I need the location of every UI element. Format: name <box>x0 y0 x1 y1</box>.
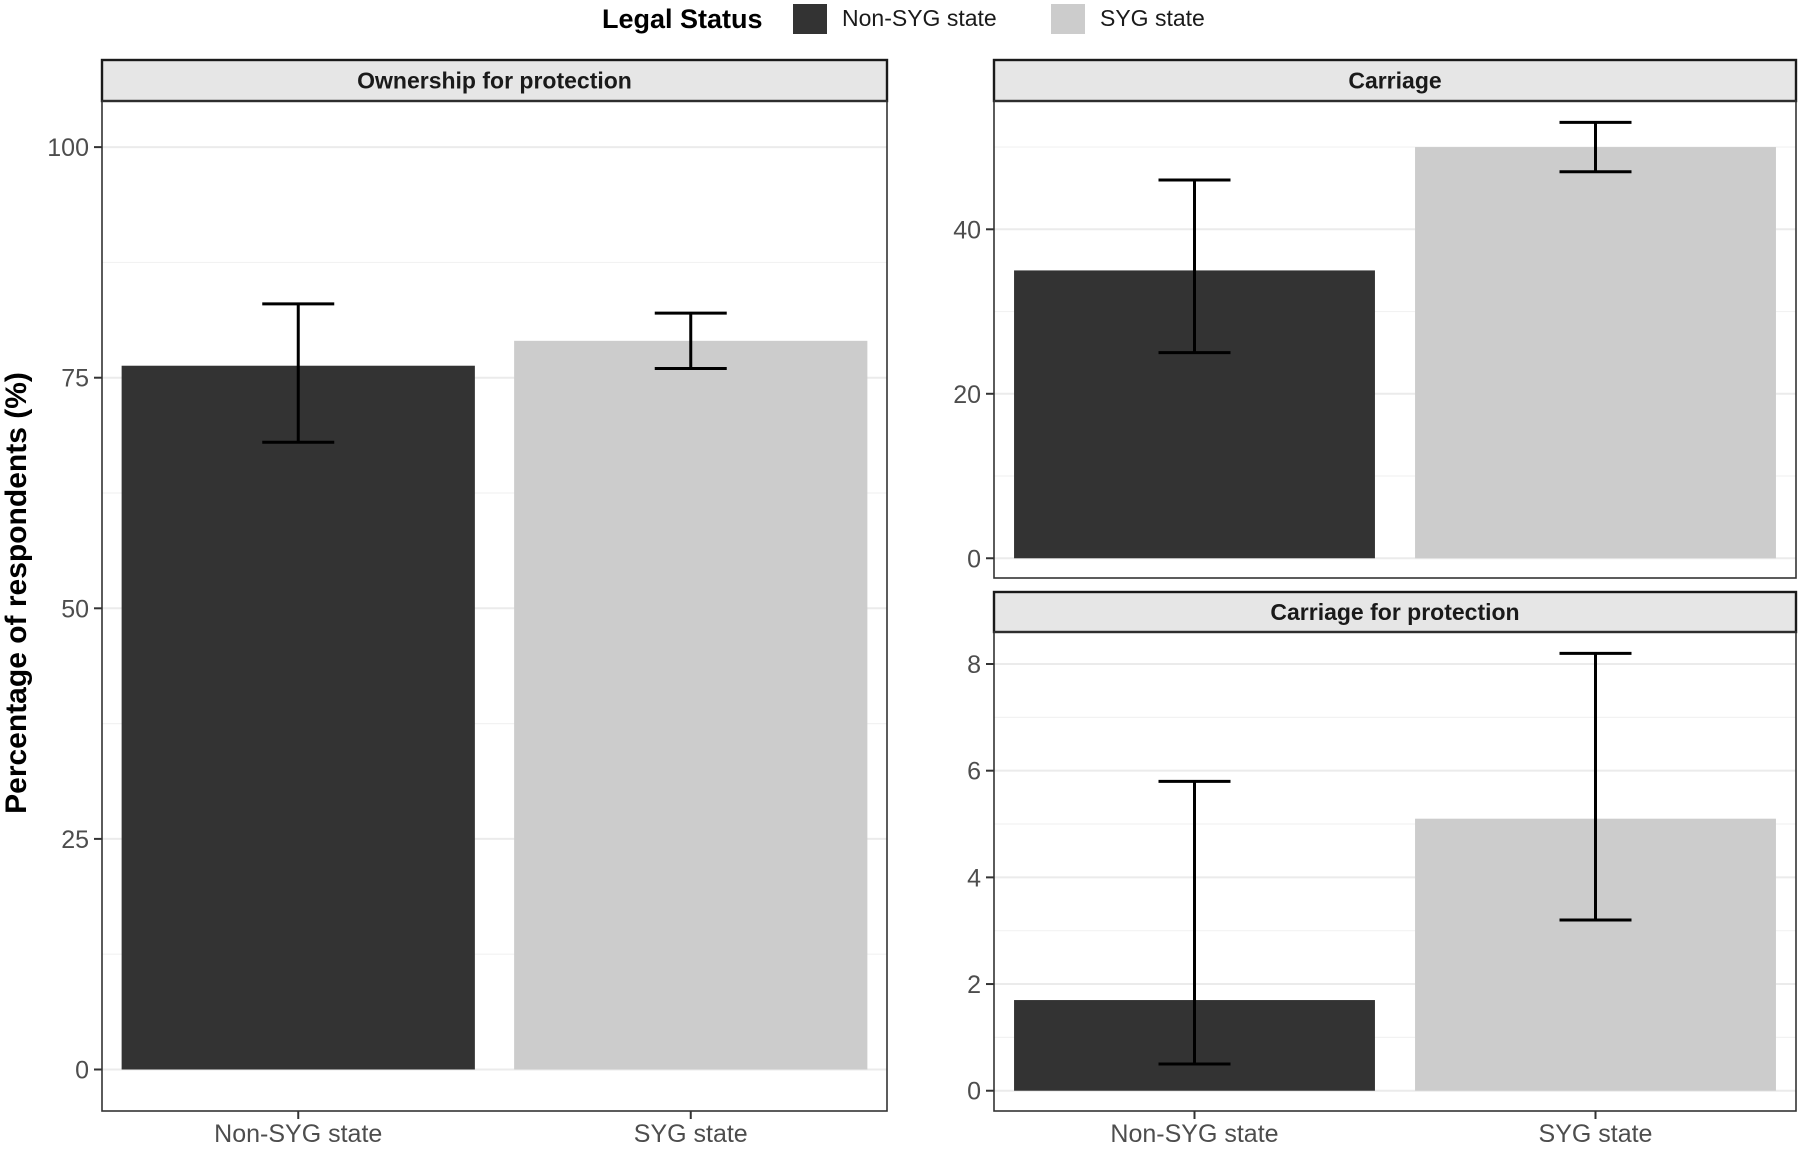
y-tick-label: 4 <box>967 864 981 892</box>
y-tick-label: 50 <box>61 595 89 623</box>
x-tick-label: SYG state <box>1539 1120 1653 1146</box>
legend-swatch-syg <box>1051 4 1085 34</box>
y-tick-label: 6 <box>967 758 981 786</box>
y-tick-label: 0 <box>967 545 981 573</box>
x-tick-label: Non-SYG state <box>1110 1120 1278 1146</box>
bar-syg <box>514 340 868 1070</box>
legend-label-non-syg: Non-SYG state <box>842 5 997 31</box>
facet-title: Ownership for protection <box>357 68 632 94</box>
y-tick-label: 40 <box>953 216 981 244</box>
panel-2: Carriage 0 20 40 <box>953 58 1798 579</box>
y-axis-label: Percentage of respondents (%) <box>0 372 33 814</box>
facet-strip <box>100 58 889 103</box>
facet-strip <box>992 590 1798 634</box>
y-tick-label: 100 <box>47 134 89 162</box>
facet-title: Carriage <box>1348 68 1441 94</box>
panel-border <box>101 100 888 1112</box>
y-tick-label: 2 <box>967 971 981 999</box>
bar-syg <box>1415 147 1776 559</box>
y-tick-label: 25 <box>61 826 89 854</box>
x-tick-label: SYG state <box>634 1120 748 1146</box>
facet-title: Carriage for protection <box>1270 599 1519 625</box>
bar-non-syg <box>121 365 475 1070</box>
y-tick-label: 8 <box>967 651 981 679</box>
legend-title: Legal Status <box>602 4 763 34</box>
y-tick-label: 0 <box>967 1078 981 1106</box>
facet-strip <box>992 58 1798 103</box>
legend: Legal Status Non-SYG state SYG state <box>602 4 1205 34</box>
x-tick-label: Non-SYG state <box>214 1120 382 1146</box>
legend-label-syg: SYG state <box>1100 5 1205 31</box>
panel-3: Carriage for protection 0 2 4 6 8 Non-SYG stat… <box>967 590 1798 1148</box>
facet-panels: Ownership for protection 0 25 50 75 100 Non-SY… <box>47 58 1798 1148</box>
panel-border <box>993 631 1797 1112</box>
panel-border <box>993 100 1797 579</box>
y-tick-label: 20 <box>953 381 981 409</box>
panel-1: Ownership for protection 0 25 50 75 100 Non-SY… <box>47 58 889 1148</box>
legend-swatch-non-syg <box>793 4 827 34</box>
y-tick-label: 75 <box>61 365 89 393</box>
y-tick-label: 0 <box>75 1056 89 1084</box>
